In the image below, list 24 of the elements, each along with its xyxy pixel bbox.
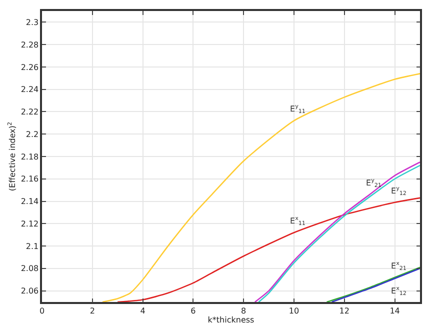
x-tick-label: 10: [288, 306, 300, 316]
x-tick-label: 12: [339, 306, 350, 316]
y-tick-label: 2.26: [20, 62, 39, 72]
x-tick-label: 2: [90, 306, 95, 316]
y-tick-label: 2.1: [26, 242, 39, 251]
y-tick-label: 2.28: [20, 40, 39, 50]
x-tick-label: 4: [140, 306, 146, 316]
x-tick-label: 0: [39, 306, 45, 316]
y-tick-label: 2.22: [20, 108, 39, 117]
y-tick-label: 2.3: [26, 18, 39, 27]
y-tick-label: 2.12: [20, 219, 39, 228]
y-tick-label: 2.08: [20, 264, 39, 274]
line-series: [116, 197, 420, 302]
x-tick-label: 8: [241, 306, 246, 316]
y-tick-label: 2.16: [20, 174, 39, 184]
x-axis-title: k*thickness: [208, 315, 254, 324]
y-tick-label: 2.14: [20, 197, 39, 206]
x-tick-label: 14: [390, 306, 400, 316]
y-tick-label: 2.06: [20, 286, 39, 296]
y-tick-label: 2.24: [20, 85, 39, 94]
y-tick-label: 2.18: [20, 152, 39, 162]
y-tick-label: 2.2: [26, 130, 39, 139]
x-tick-label: 6: [190, 306, 196, 316]
line-series: [102, 73, 420, 302]
